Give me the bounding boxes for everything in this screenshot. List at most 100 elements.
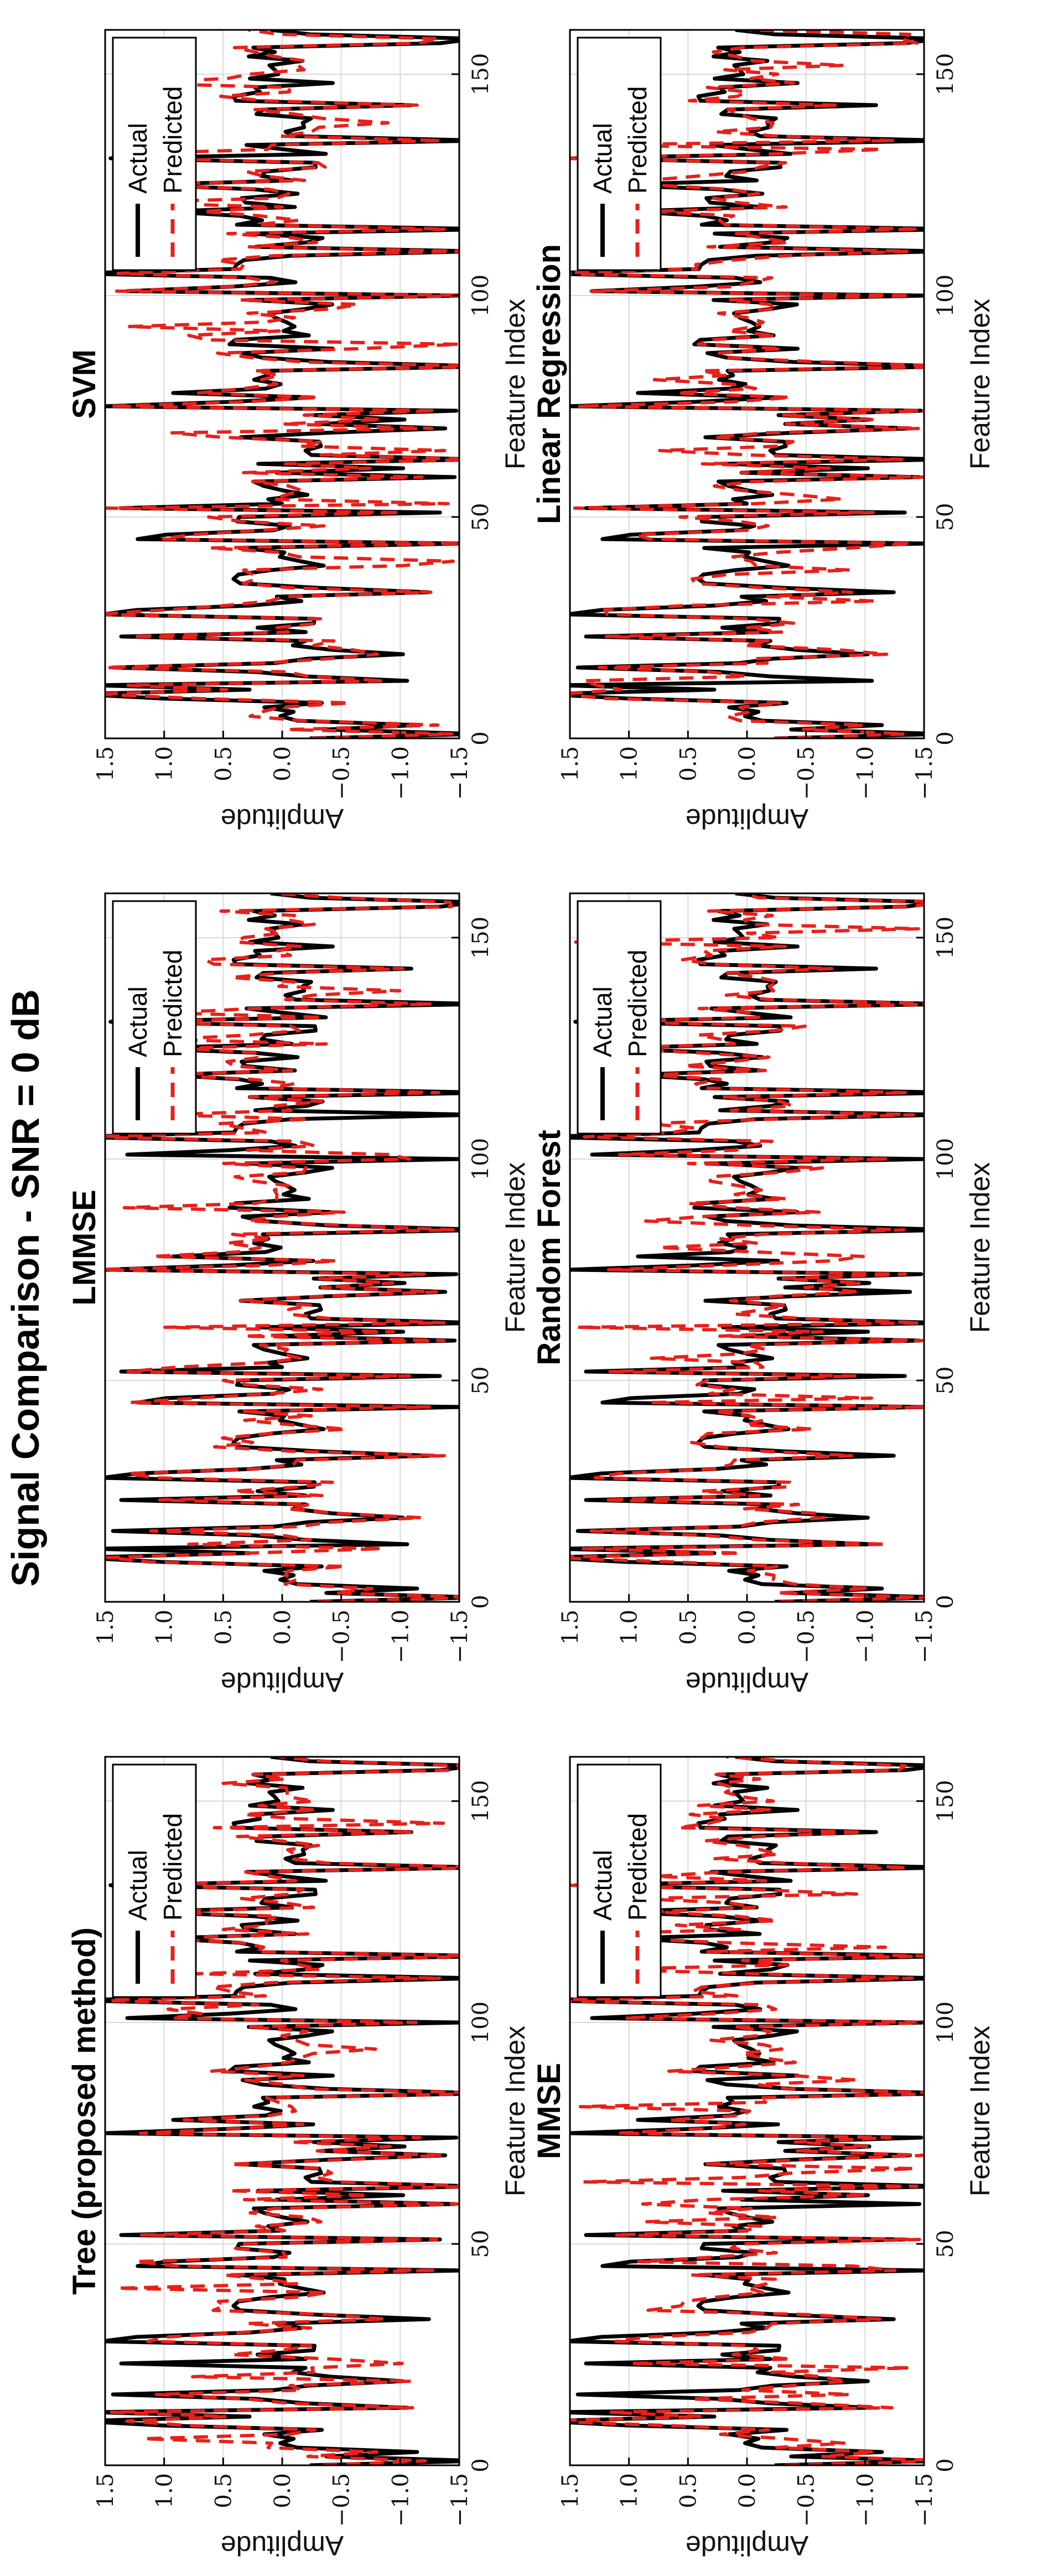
- x-tick-label: 150: [468, 53, 494, 95]
- y-tick-label: 1.5: [558, 746, 583, 782]
- legend: Actual Predicted: [577, 900, 662, 1135]
- legend: Actual Predicted: [112, 37, 197, 271]
- y-axis-label: Amplitude: [686, 2530, 808, 2561]
- x-tick-label: 150: [468, 1780, 494, 1822]
- subplot-5: 0 50 100 150 1.5 1.0 0.5 0.0 −0.5 −1.0 −1.5 Feature…: [531, 29, 995, 834]
- y-tick-label: 1.5: [558, 1610, 583, 1645]
- legend-box: [112, 900, 197, 1135]
- legend-label-actual: Actual: [123, 1850, 152, 1921]
- x-axis-label: Feature Index: [500, 1162, 531, 1333]
- y-tick-label: −1.0: [388, 2473, 413, 2527]
- x-tick-label: 50: [468, 1367, 494, 1395]
- subplot-title: LMMSE: [66, 1189, 102, 1305]
- x-tick-label: 150: [933, 1780, 958, 1822]
- legend-label-actual: Actual: [123, 986, 152, 1057]
- legend-label-actual: Actual: [588, 123, 617, 194]
- y-tick-label: 0.0: [735, 1610, 760, 1645]
- x-axis-label: Feature Index: [500, 2026, 531, 2197]
- legend-box: [577, 1763, 662, 1998]
- series-line-predicted: [570, 30, 924, 738]
- x-tick-label: 100: [933, 1138, 958, 1180]
- y-axis-label: Amplitude: [221, 1667, 344, 1698]
- subplot-title: Tree (proposed method): [66, 1927, 102, 2295]
- y-tick-label: 0.5: [676, 1610, 701, 1645]
- subplot-title: MMSE: [531, 2063, 567, 2159]
- y-tick-label: 0.5: [211, 746, 236, 782]
- subplot-title: Linear Regression: [531, 244, 567, 524]
- y-tick-label: −0.5: [329, 2473, 355, 2527]
- x-tick-label: 50: [933, 1367, 958, 1395]
- x-tick-label: 100: [468, 1138, 494, 1180]
- x-tick-label: 150: [468, 917, 494, 959]
- y-tick-label: −1.5: [447, 1610, 473, 1663]
- x-axis-label: Feature Index: [964, 1162, 995, 1333]
- x-tick-label: 150: [933, 53, 958, 95]
- y-tick-label: −0.5: [329, 1610, 355, 1663]
- series-line-predicted: [105, 1757, 459, 2465]
- y-tick-label: −0.5: [329, 746, 355, 800]
- legend-label-predicted: Predicted: [158, 1813, 187, 1921]
- y-tick-label: 0.5: [676, 746, 701, 782]
- y-axis-label: Amplitude: [221, 803, 344, 834]
- y-tick-label: −0.5: [794, 1610, 819, 1663]
- legend: Actual Predicted: [112, 1763, 197, 1998]
- figure-title: Signal Comparison - SNR = 0 dB: [4, 989, 47, 1586]
- subplot-4: 0 50 100 150 1.5 1.0 0.5 0.0 −0.5 −1.0 −1.5 Feature…: [66, 29, 531, 834]
- y-tick-label: 1.0: [152, 2473, 178, 2508]
- y-tick-label: 0.0: [270, 1610, 295, 1645]
- x-tick-label: 0: [468, 731, 494, 745]
- subplot-1: 0 50 100 150 1.5 1.0 0.5 0.0 −0.5 −1.0 −1.5 Feature…: [531, 1756, 995, 2561]
- series-line-actual: [105, 1757, 459, 2465]
- y-tick-label: −0.5: [794, 746, 819, 800]
- y-tick-label: −1.5: [912, 1610, 937, 1663]
- subplot-2: 0 50 100 150 1.5 1.0 0.5 0.0 −0.5 −1.0 −1.5 Feature…: [66, 892, 531, 1698]
- x-tick-label: 100: [468, 2001, 494, 2044]
- subplot-title: Random Forest: [531, 1130, 567, 1365]
- x-axis-label: Feature Index: [964, 299, 995, 470]
- y-axis-label: Amplitude: [686, 803, 808, 834]
- y-tick-label: −0.5: [794, 2473, 819, 2527]
- y-tick-label: 1.5: [93, 1610, 118, 1645]
- x-tick-label: 100: [933, 2001, 958, 2044]
- x-tick-label: 150: [933, 917, 958, 959]
- x-tick-label: 0: [933, 1595, 958, 1608]
- x-tick-label: 100: [933, 275, 958, 317]
- legend-label-predicted: Predicted: [623, 1813, 652, 1921]
- x-tick-label: 0: [933, 2458, 958, 2472]
- y-tick-label: 0.0: [735, 746, 760, 782]
- x-tick-label: 50: [933, 503, 958, 531]
- legend-label-actual: Actual: [123, 123, 152, 194]
- y-tick-label: −1.5: [447, 2473, 473, 2527]
- y-tick-label: 1.0: [152, 746, 178, 782]
- legend-label-predicted: Predicted: [158, 950, 187, 1057]
- x-tick-label: 0: [468, 1595, 494, 1608]
- x-tick-label: 100: [468, 275, 494, 317]
- y-tick-label: 0.0: [735, 2473, 760, 2508]
- legend-label-actual: Actual: [588, 986, 617, 1057]
- legend-box: [112, 1763, 197, 1998]
- y-tick-label: −1.5: [447, 746, 473, 800]
- x-tick-label: 50: [933, 2230, 958, 2258]
- legend: Actual Predicted: [577, 37, 662, 271]
- y-tick-label: 0.5: [211, 1610, 236, 1645]
- y-tick-label: −1.0: [853, 2473, 878, 2527]
- y-tick-label: 0.5: [211, 2473, 236, 2508]
- y-tick-label: 1.0: [617, 746, 642, 782]
- x-tick-label: 0: [933, 731, 958, 745]
- subplot-3: 0 50 100 150 1.5 1.0 0.5 0.0 −0.5 −1.0 −1.5 Feature…: [531, 892, 995, 1698]
- legend-label-predicted: Predicted: [158, 86, 187, 194]
- series-line-predicted: [105, 30, 459, 738]
- legend: Actual Predicted: [577, 1763, 662, 1998]
- y-tick-label: −1.0: [853, 1610, 878, 1663]
- series-line-predicted: [105, 893, 459, 1602]
- legend-box: [577, 37, 662, 271]
- legend: Actual Predicted: [112, 900, 197, 1135]
- y-tick-label: 0.0: [270, 746, 295, 782]
- y-tick-label: 1.0: [152, 1610, 178, 1645]
- y-tick-label: −1.5: [912, 746, 937, 800]
- y-tick-label: 1.5: [558, 2473, 583, 2508]
- y-tick-label: 1.0: [617, 1610, 642, 1645]
- legend-box: [577, 900, 662, 1135]
- y-tick-label: 0.5: [676, 2473, 701, 2508]
